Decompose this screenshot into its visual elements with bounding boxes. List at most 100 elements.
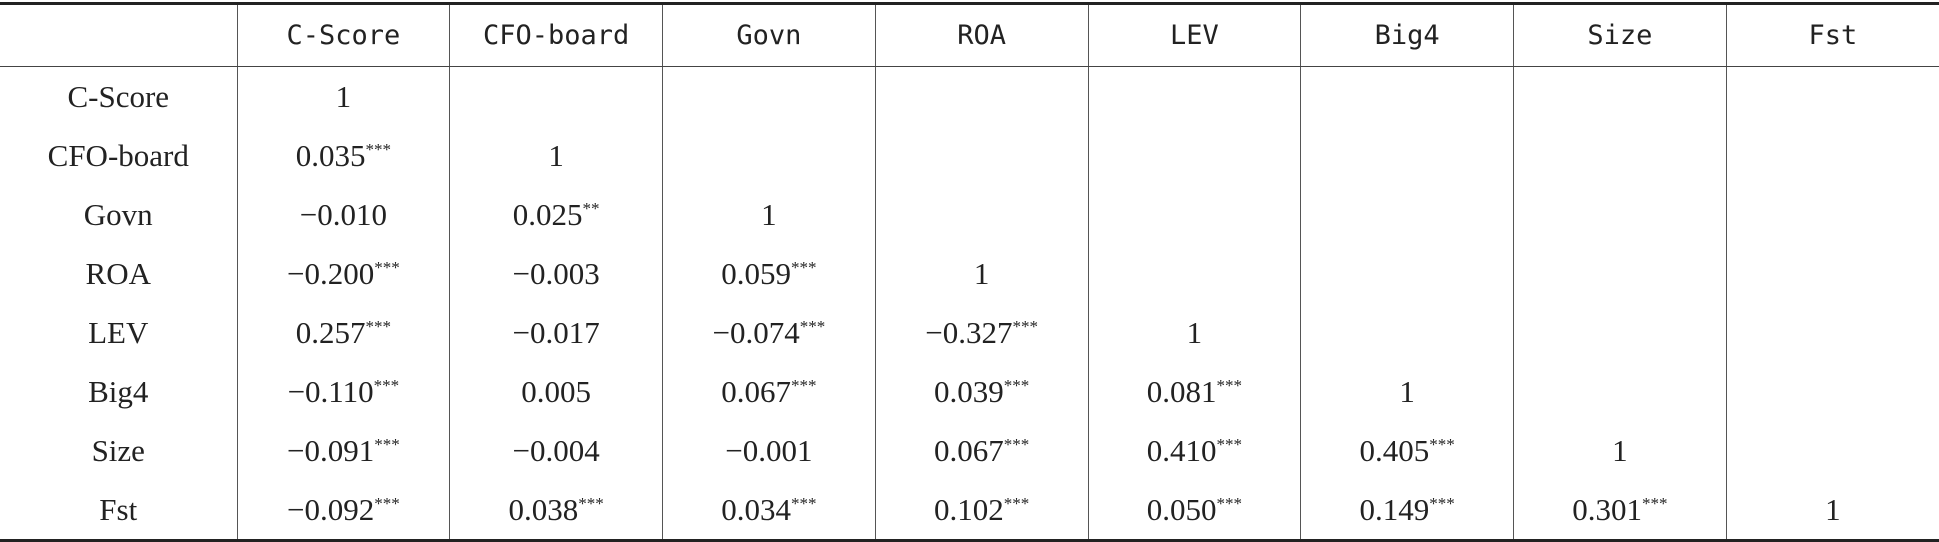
cell-value: 1 [973, 255, 990, 291]
table-row: Size −0.091*** −0.004 −0.001 0.067*** 0.410**… [0, 421, 1939, 480]
cell-value: −0.010 [299, 196, 387, 232]
cell [1300, 126, 1514, 185]
cell-value: 0.067 [934, 432, 1004, 468]
cell-value: 0.034 [721, 491, 791, 527]
cell [1513, 362, 1727, 421]
table-row: C-Score 1 [0, 66, 1939, 126]
column-header: Govn [662, 3, 876, 67]
cell-value: 1 [548, 137, 564, 173]
cell [662, 126, 876, 185]
cell-value: 0.149 [1359, 491, 1430, 527]
cell-value: 0.410 [1146, 432, 1217, 468]
cell: 0.050*** [1087, 480, 1301, 541]
column-header: C-Score [236, 3, 450, 67]
cell-value: 0.050 [1146, 491, 1217, 527]
cell [1087, 66, 1301, 126]
cell [1725, 303, 1939, 362]
significance-stars: *** [1003, 434, 1030, 454]
cell-value: 1 [1186, 314, 1203, 350]
row-label: Size [91, 432, 145, 468]
cell: −0.004 [449, 421, 663, 480]
cell: 0.067*** [874, 421, 1088, 480]
table-row: CFO-board 0.035*** 1 [0, 126, 1939, 185]
significance-stars: *** [1216, 493, 1243, 513]
cell: 0.059*** [662, 244, 876, 303]
column-header: ROA [874, 3, 1088, 67]
row-label: LEV [88, 314, 149, 350]
cell-value: −0.200 [287, 255, 375, 291]
row-label: ROA [85, 255, 151, 291]
cell [1300, 244, 1514, 303]
column-header: Size [1513, 3, 1727, 67]
cell [1513, 66, 1727, 126]
cell: 0.257*** [236, 303, 450, 362]
cell-value: −0.327 [925, 314, 1013, 350]
cell [1300, 66, 1514, 126]
significance-stars: *** [1003, 375, 1030, 395]
cell-value: 1 [335, 78, 352, 114]
row-label: Big4 [88, 373, 149, 409]
significance-stars: *** [791, 493, 817, 513]
cell [874, 185, 1088, 244]
significance-stars: *** [791, 375, 817, 395]
cell-value: 0.102 [934, 491, 1004, 527]
cell [449, 66, 663, 126]
cell: 1 [1513, 421, 1727, 480]
cell: 1 [874, 244, 1088, 303]
cell [1725, 362, 1939, 421]
cell: 0.301*** [1513, 480, 1727, 541]
significance-stars: *** [1429, 493, 1455, 513]
cell-value: 1 [1825, 491, 1841, 527]
cell-value: 0.025 [512, 196, 583, 232]
significance-stars: *** [1003, 493, 1030, 513]
cell [1725, 66, 1939, 126]
cell: −0.010 [236, 185, 450, 244]
cell [1725, 185, 1939, 244]
cell [1725, 126, 1939, 185]
significance-stars: *** [1216, 434, 1243, 454]
significance-stars: ** [582, 198, 600, 218]
significance-stars: *** [799, 316, 826, 336]
cell-value: 1 [761, 196, 777, 232]
cell-value: 0.005 [521, 373, 591, 409]
cell-value: 0.038 [508, 491, 579, 527]
cell [1300, 185, 1514, 244]
cell: 1 [449, 126, 663, 185]
significance-stars: *** [1642, 493, 1668, 513]
cell-value: 1 [1612, 432, 1628, 468]
row-label: CFO-board [47, 137, 189, 173]
cell-value: 0.039 [934, 373, 1004, 409]
header-row: C-Score CFO-board Govn ROA LEV Big4 Size Fst [0, 3, 1939, 67]
row-label: Govn [83, 196, 153, 232]
cell: 1 [1725, 480, 1939, 541]
cell: −0.017 [449, 303, 663, 362]
cell [1725, 244, 1939, 303]
significance-stars: *** [1216, 375, 1243, 395]
cell-value: 0.257 [295, 314, 366, 350]
cell-value: −0.004 [512, 432, 600, 468]
cell-value: 0.405 [1359, 432, 1430, 468]
column-header: Big4 [1300, 3, 1514, 67]
cell [874, 66, 1088, 126]
cell [1513, 303, 1727, 362]
cell [1300, 303, 1514, 362]
table-row: Big4 −0.110*** 0.005 0.067*** 0.039*** 0.081*… [0, 362, 1939, 421]
cell: 1 [1300, 362, 1514, 421]
cell [1513, 244, 1727, 303]
cell: −0.091*** [236, 421, 450, 480]
column-header: CFO-board [449, 3, 663, 67]
cell [1513, 126, 1727, 185]
cell: −0.074*** [662, 303, 876, 362]
cell: 0.149*** [1300, 480, 1514, 541]
column-header: LEV [1087, 3, 1301, 67]
cell: 1 [236, 66, 450, 126]
cell: −0.001 [662, 421, 876, 480]
cell: 1 [1087, 303, 1301, 362]
cell: 0.039*** [874, 362, 1088, 421]
significance-stars: *** [374, 493, 400, 513]
cell: 0.005 [449, 362, 663, 421]
row-label: C-Score [67, 78, 170, 114]
cell: −0.003 [449, 244, 663, 303]
